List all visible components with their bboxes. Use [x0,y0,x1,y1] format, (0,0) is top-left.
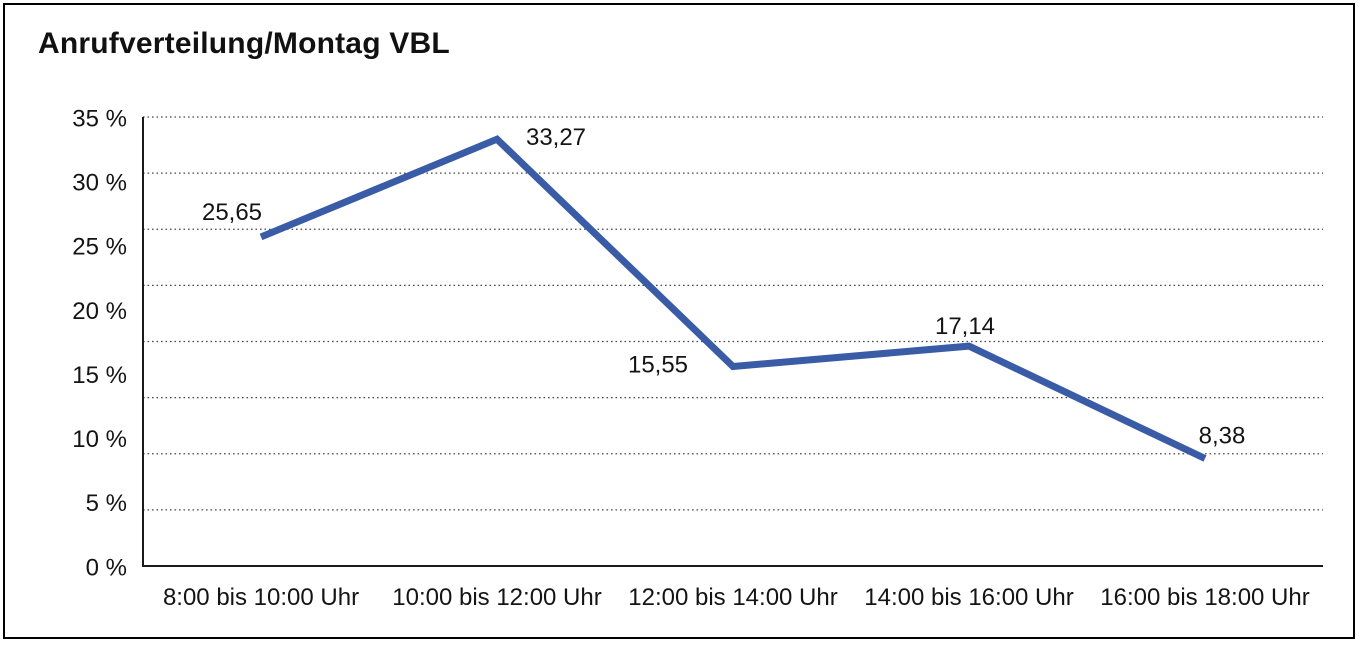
data-series-line [259,135,1207,462]
y-axis-tick-label: 10 % [72,426,127,453]
data-point-label: 15,55 [628,352,688,379]
x-axis-category-label: 12:00 bis 14:00 Uhr [628,584,837,611]
x-axis-category-label: 14:00 bis 16:00 Uhr [864,584,1073,611]
data-point-label: 33,27 [526,124,586,151]
y-axis-tick-label: 25 % [72,234,127,261]
y-axis-tick-label: 30 % [72,169,127,196]
data-point-label: 8,38 [1199,422,1246,449]
y-axis-tick-label: 15 % [72,362,127,389]
data-point-label: 17,14 [935,313,995,340]
chart-title: Anrufverteilung/Montag VBL [38,27,450,60]
y-axis-tick-label: 5 % [86,490,127,517]
x-axis-category-label: 8:00 bis 10:00 Uhr [163,584,359,611]
y-axis-tick-label: 35 % [72,105,127,132]
x-axis-category-label: 16:00 bis 18:00 Uhr [1100,584,1309,611]
data-point-label: 25,65 [202,199,262,226]
x-axis-category-label: 10:00 bis 12:00 Uhr [392,584,601,611]
y-axis-tick-label: 20 % [72,298,127,325]
y-axis-tick-label: 0 % [86,554,127,581]
